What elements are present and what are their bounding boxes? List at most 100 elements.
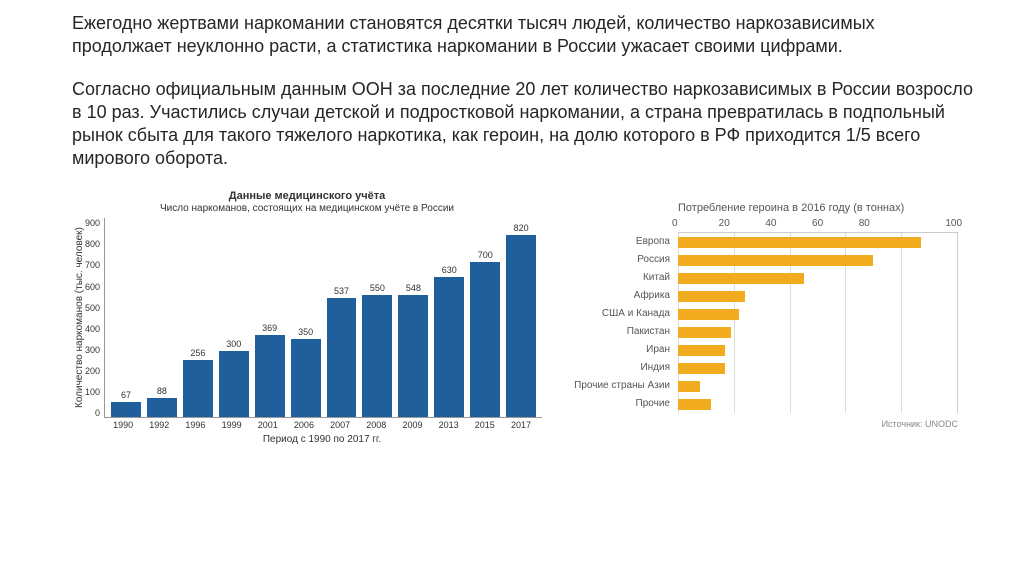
chart2-category-label: Прочие [574,399,674,409]
chart1-ytick: 600 [85,282,100,292]
chart1-bar-group: 88 [147,386,177,418]
chart1-y-axis-ticks: 900 800 700 600 500 400 300 200 100 0 [85,218,104,418]
chart1-bar [470,262,500,418]
chart2-plot-area: ЕвропаРоссияКитайАфрикаСША и КанадаПакис… [678,232,958,413]
chart1-bar-group: 67 [111,390,141,417]
chart2-row: Прочие [678,395,957,413]
chart2-row: Прочие страны Азии [678,377,957,395]
chart2-category-label: Европа [574,237,674,247]
chart1-bar-value-label: 256 [190,348,205,358]
chart2-bar [678,309,739,320]
chart1-bar [147,398,177,418]
chart2-row: Европа [678,233,957,251]
chart2-bar [678,273,804,284]
chart1-xtick: 2007 [325,420,355,430]
chart1-bar [362,295,392,417]
chart2-category-label: Пакистан [574,327,674,337]
chart1-bar-group: 630 [434,265,464,417]
chart2-row: Китай [678,269,957,287]
chart1-bar-group: 350 [291,327,321,417]
chart2-category-label: Иран [574,345,674,355]
chart1-subtitle: Число наркоманов, состоящих на медицинск… [72,203,542,214]
chart1-xtick: 2008 [361,420,391,430]
chart1-ytick: 500 [85,303,100,313]
chart1-ytick: 900 [85,218,100,228]
chart1-bar-value-label: 548 [406,283,421,293]
chart1-bar-group: 369 [255,323,285,417]
chart2-bar [678,345,725,356]
chart2-row: Пакистан [678,323,957,341]
chart1-xtick: 2006 [289,420,319,430]
chart1-bar-group: 537 [327,286,357,417]
chart1-xtick: 2017 [506,420,536,430]
chart1-bar-group: 300 [219,339,249,418]
chart1-bar [291,339,321,417]
chart1-bar-group: 700 [470,250,500,418]
chart2-row: Африка [678,287,957,305]
chart1-bar-group: 256 [183,348,213,417]
chart1-ytick: 100 [85,387,100,397]
chart2-row: Россия [678,251,957,269]
chart1-ytick: 400 [85,324,100,334]
chart1-xtick: 2001 [253,420,283,430]
chart1-xtick: 2015 [470,420,500,430]
chart2-bar [678,291,745,302]
chart1-bar-value-label: 820 [514,223,529,233]
chart1-bar-group: 550 [362,283,392,417]
chart2-bar [678,399,711,410]
chart2-category-label: США и Канада [574,309,674,319]
chart1-ytick: 800 [85,239,100,249]
chart1-bar [111,402,141,417]
chart1-bar-value-label: 300 [226,339,241,349]
chart1-bar-value-label: 350 [298,327,313,337]
chart1-xtick: 1992 [144,420,174,430]
bar-chart-medical-data: Данные медицинского учёта Число наркоман… [72,190,542,445]
chart1-xtick: 2009 [397,420,427,430]
chart1-x-axis-label: Период с 1990 по 2017 гг. [102,434,542,445]
chart2-row: США и Канада [678,305,957,323]
chart1-bar [327,298,357,417]
chart1-bar-value-label: 369 [262,323,277,333]
chart2-category-label: Индия [574,363,674,373]
chart1-bar-group: 820 [506,223,536,417]
chart1-title: Данные медицинского учёта [72,190,542,202]
chart2-bar [678,237,921,248]
chart2-source-label: Источник: UNODC [578,419,958,429]
chart2-bar [678,327,731,338]
chart2-row: Индия [678,359,957,377]
chart1-bar [398,295,428,417]
chart1-bar-value-label: 630 [442,265,457,275]
chart1-bar [255,335,285,417]
bar-chart-heroin-consumption: Потребление героина в 2016 году (в тонна… [578,202,958,429]
chart1-bar [506,235,536,417]
chart1-xtick: 1996 [180,420,210,430]
chart1-xtick: 2013 [434,420,464,430]
chart1-ytick: 0 [85,408,100,418]
chart1-bar-value-label: 700 [478,250,493,260]
chart2-bar [678,363,725,374]
charts-container: Данные медицинского учёта Число наркоман… [72,190,976,445]
chart1-bar-group: 548 [398,283,428,417]
chart1-xtick: 1990 [108,420,138,430]
intro-paragraph-1: Ежегодно жертвами наркомании становятся … [72,12,976,58]
chart2-title: Потребление героина в 2016 году (в тонна… [678,202,958,214]
chart1-bar [183,360,213,417]
chart1-xtick: 1999 [217,420,247,430]
chart2-row: Иран [678,341,957,359]
chart1-bar-value-label: 67 [121,390,131,400]
chart2-category-label: Россия [574,255,674,265]
intro-paragraph-2: Согласно официальным данным ООН за после… [72,78,976,170]
chart1-bar [219,351,249,418]
chart1-ytick: 700 [85,260,100,270]
chart1-ytick: 300 [85,345,100,355]
chart1-plot-area: 67 88 256 300 369 350 537 550 548 630 700 820 [104,218,542,418]
chart2-category-label: Африка [574,291,674,301]
chart1-ytick: 200 [85,366,100,376]
chart2-category-label: Прочие страны Азии [574,381,674,391]
chart1-bar [434,277,464,417]
chart1-bar-value-label: 88 [157,386,167,396]
chart1-x-axis-ticks: 1990 1992 1996 1999 2001 2006 2007 2008 2009 2013… [102,420,542,430]
chart1-bar-value-label: 550 [370,283,385,293]
chart1-y-axis-label: Количество наркоманов (тыс. человек) [72,218,85,418]
chart1-bar-value-label: 537 [334,286,349,296]
